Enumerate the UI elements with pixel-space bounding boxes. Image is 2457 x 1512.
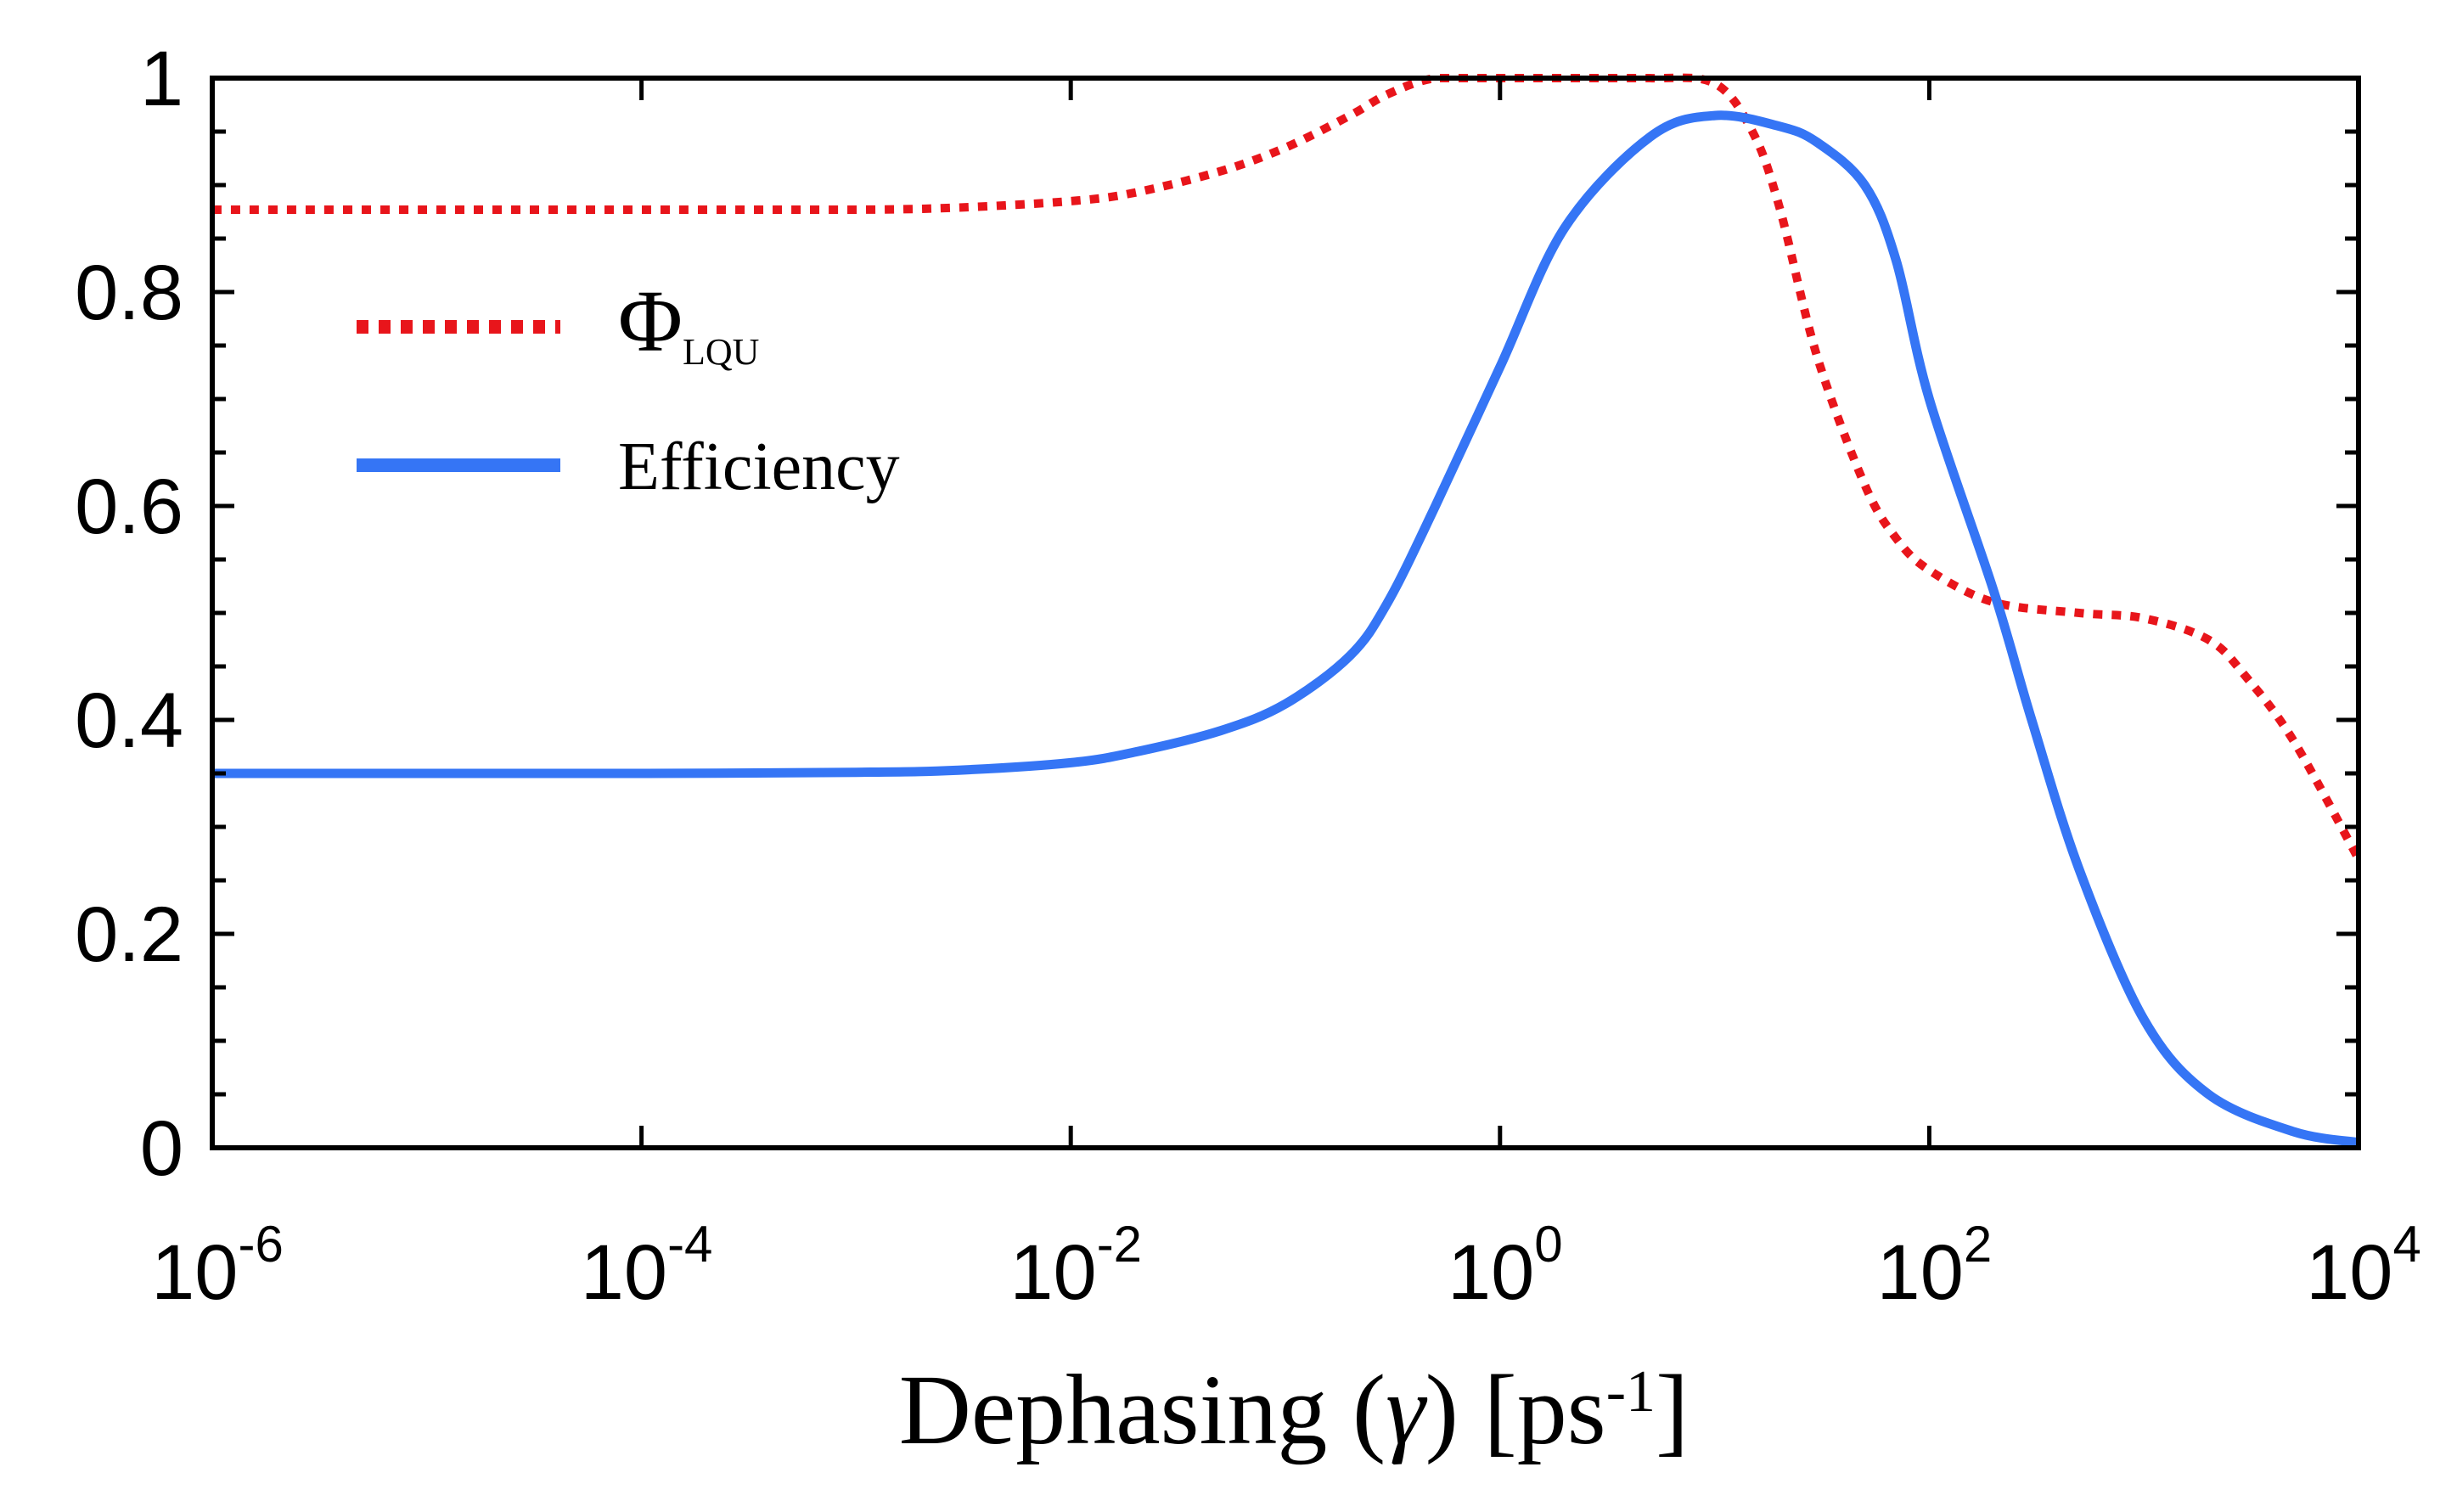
x-tick-label-base: 10 <box>1448 1229 1534 1316</box>
legend-label-main: Efficiency <box>618 430 900 504</box>
legend-label-efficiency: Efficiency <box>618 430 900 504</box>
x-tick-label-exponent: -4 <box>667 1216 712 1273</box>
x-tick-label-base: 10 <box>2306 1229 2392 1316</box>
x-tick-label: 104 <box>2306 1216 2421 1316</box>
x-tick-label: 10-6 <box>151 1216 284 1316</box>
x-tick-label: 102 <box>1877 1216 1993 1316</box>
x-axis-title-close: ] <box>1656 1354 1689 1465</box>
x-tick-label-base: 10 <box>151 1229 238 1316</box>
x-axis-title-exponent: -1 <box>1606 1359 1656 1425</box>
x-tick-label: 10-2 <box>1009 1216 1142 1316</box>
x-axis-title: Dephasing (γ) [ps-1] <box>899 1354 1690 1465</box>
x-axis-title-symbol: γ <box>1386 1354 1428 1465</box>
legend-label-subscript: LQU <box>683 331 759 373</box>
x-tick-label-exponent: 4 <box>2392 1216 2420 1273</box>
x-tick-label-base: 10 <box>581 1229 667 1316</box>
x-axis-title-prefix: Dephasing ( <box>899 1354 1386 1465</box>
series-layer <box>211 73 2363 1148</box>
y-tick-label: 0.2 <box>75 891 183 978</box>
plot-area-frame <box>210 76 2361 1150</box>
series-line-efficiency <box>211 110 2359 1148</box>
y-tick-label: 0.8 <box>75 250 183 336</box>
x-tick-label-exponent: 0 <box>1534 1216 1562 1273</box>
x-tick-label-base: 10 <box>1009 1229 1096 1316</box>
x-tick-label-base: 10 <box>1877 1229 1964 1316</box>
y-tick-label: 1 <box>140 36 183 122</box>
y-tick-label: 0 <box>140 1105 183 1192</box>
x-tick-label-exponent: -2 <box>1097 1216 1142 1273</box>
x-tick-label: 100 <box>1448 1216 1563 1316</box>
x-tick-label-exponent: -6 <box>238 1216 283 1273</box>
y-tick-label: 0.4 <box>75 677 183 764</box>
x-tick-label: 10-4 <box>581 1216 713 1316</box>
y-tick-label: 0.6 <box>75 464 183 550</box>
legend-label-main: Φ <box>618 273 683 370</box>
legend: ΦLQU Efficiency <box>357 273 900 504</box>
x-axis-title-suffix: ) [ps <box>1425 1354 1606 1465</box>
legend-label-phi-lqu: ΦLQU <box>618 273 759 373</box>
x-tick-label-exponent: 2 <box>1964 1216 1992 1273</box>
series-line-phi-lqu <box>212 73 2363 862</box>
